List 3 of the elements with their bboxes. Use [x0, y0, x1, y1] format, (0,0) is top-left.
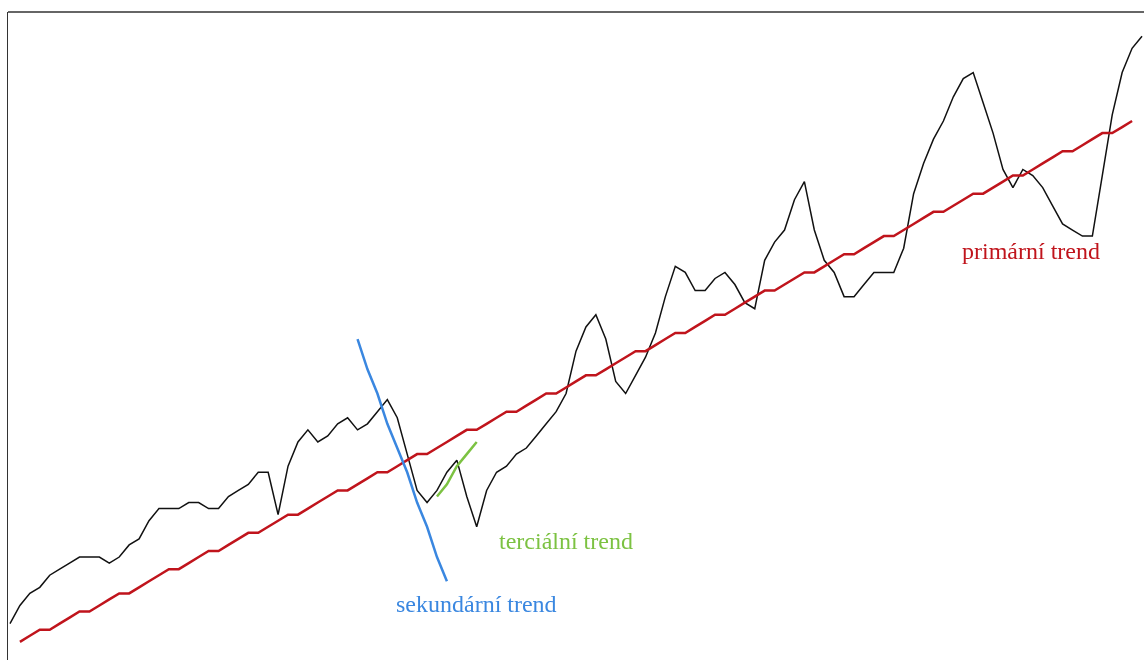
text: terciální trend [499, 528, 633, 554]
series-label: primární trend [962, 238, 1100, 264]
series-label: sekundární trend [396, 591, 557, 617]
